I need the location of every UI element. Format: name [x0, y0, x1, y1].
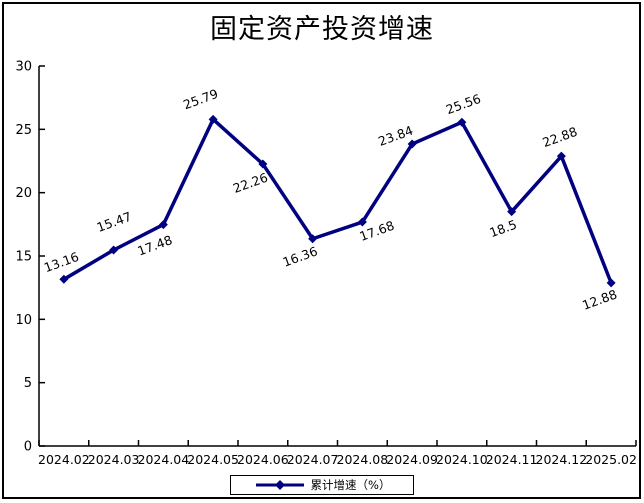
- data-point-label: 15.47: [95, 209, 134, 235]
- data-point-marker: [606, 278, 616, 288]
- y-tick-label: 30: [15, 60, 32, 75]
- legend-label: 累计增速（%）: [310, 478, 391, 492]
- data-point-marker: [308, 234, 318, 244]
- x-tick-label: 2025.02: [585, 452, 637, 467]
- y-tick-label: 10: [15, 313, 32, 328]
- data-point-marker: [258, 159, 268, 169]
- x-tick-label: 2024.06: [237, 452, 289, 467]
- y-tick-label: 0: [24, 440, 32, 455]
- x-tick-label: 2024.12: [536, 452, 588, 467]
- data-point-marker: [457, 117, 467, 127]
- x-tick-label: 2024.11: [486, 452, 538, 467]
- y-tick-label: 15: [15, 250, 32, 265]
- series-line: [62, 117, 613, 285]
- x-tick-label: 2024.05: [187, 452, 239, 467]
- chart-title: 固定资产投资增速: [210, 14, 434, 45]
- data-point-marker: [357, 217, 367, 227]
- x-tick-label: 2024.03: [88, 452, 140, 467]
- y-tick-label: 5: [24, 376, 32, 391]
- x-tick-label: 2024.09: [386, 452, 438, 467]
- legend-box: 累计增速（%）: [230, 475, 414, 495]
- data-point-marker: [208, 114, 218, 124]
- data-point-label: 22.88: [540, 124, 579, 150]
- data-point-marker: [556, 151, 566, 161]
- data-point-label: 12.88: [580, 286, 619, 312]
- legend-diamond-icon: [274, 480, 285, 490]
- data-point-label: 25.79: [181, 86, 220, 112]
- x-tick-label: 2024.04: [138, 452, 190, 467]
- data-point-label: 18.5: [487, 217, 518, 241]
- data-point-marker: [507, 207, 517, 217]
- data-point-label: 22.26: [231, 170, 270, 196]
- y-tick-label: 20: [15, 186, 32, 201]
- data-point-marker: [109, 245, 119, 255]
- x-tick-label: 2024.02: [38, 452, 90, 467]
- x-tick-label: 2024.10: [436, 452, 488, 467]
- data-point-label: 16.36: [281, 243, 320, 269]
- y-tick-label: 25: [15, 123, 32, 138]
- x-tick-label: 2024.08: [337, 452, 389, 467]
- x-tick-label: 2024.07: [287, 452, 339, 467]
- data-point-marker: [158, 220, 168, 230]
- legend-marker: [255, 480, 304, 490]
- data-point-marker: [59, 274, 69, 284]
- data-point-label: 25.56: [444, 91, 483, 117]
- data-point-marker: [407, 139, 417, 149]
